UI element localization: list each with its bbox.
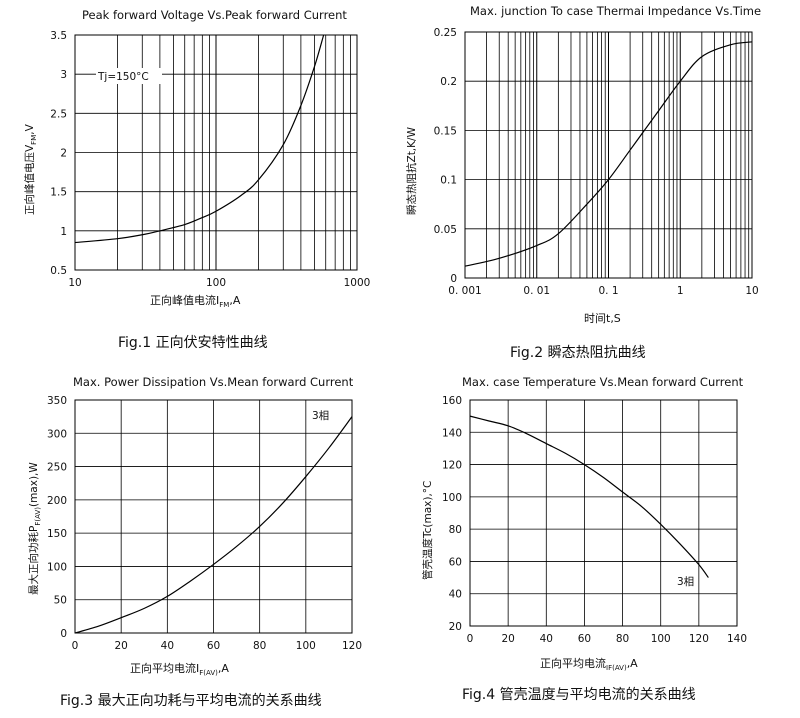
x-tick-label: 100 [206, 277, 226, 289]
fig4-caption: Fig.4 管壳温度与平均电流的关系曲线 [462, 687, 696, 703]
x-tick-label: 120 [342, 640, 362, 652]
fig3-annotation: 3相 [312, 409, 329, 422]
y-tick-label: 1 [60, 226, 67, 238]
series-line [74, 34, 325, 244]
x-tick-label: 0. 001 [448, 285, 481, 297]
x-tick-label: 100 [651, 633, 671, 645]
y-tick-label: 2.5 [50, 108, 67, 120]
fig1-annotation-bg [96, 68, 162, 84]
plot-frame [74, 399, 353, 634]
fig4-annotation: 3相 [677, 575, 694, 588]
y-tick-label: 1.5 [50, 187, 67, 199]
y-tick-label: 0.1 [440, 175, 457, 187]
y-tick-label: 0.05 [434, 224, 457, 236]
x-tick-label: 20 [114, 640, 127, 652]
x-tick-label: 40 [161, 640, 174, 652]
y-tick-label: 350 [47, 395, 67, 407]
y-tick-label: 250 [47, 462, 67, 474]
x-tick-label: 10 [68, 277, 81, 289]
y-tick-label: 0 [450, 273, 457, 285]
fig1-annotation: Tj=150°C [97, 71, 149, 83]
y-tick-label: 2 [60, 148, 67, 160]
x-tick-label: 1 [677, 285, 684, 297]
fig3-caption: Fig.3 最大正向功耗与平均电流的关系曲线 [60, 693, 322, 709]
y-tick-label: 40 [449, 589, 462, 601]
x-tick-label: 80 [616, 633, 629, 645]
x-tick-label: 0 [467, 633, 474, 645]
x-tick-label: 80 [253, 640, 266, 652]
series-line [464, 41, 753, 267]
y-tick-label: 140 [442, 427, 462, 439]
y-tick-label: 0.25 [434, 27, 457, 39]
y-tick-label: 160 [442, 395, 462, 407]
y-tick-label: 120 [442, 460, 462, 472]
fig4-ylabel: 管壳温度Tc(max),°C [422, 480, 434, 580]
x-tick-label: 100 [296, 640, 316, 652]
y-tick-label: 0 [60, 628, 67, 640]
plot-frame [74, 34, 358, 271]
fig1-xlabel: 正向峰值电流IFM,A [150, 294, 241, 310]
x-tick-label: 0 [72, 640, 79, 652]
y-tick-label: 0.15 [434, 125, 457, 137]
fig1-caption: Fig.1 正向伏安特性曲线 [118, 335, 268, 351]
x-tick-label: 0. 1 [598, 285, 618, 297]
fig4-title: Max. case Temperature Vs.Mean forward Cu… [462, 375, 744, 389]
plot-frame [464, 31, 753, 279]
fig1-title: Peak forward Voltage Vs.Peak forward Cur… [82, 8, 347, 22]
series-line [74, 416, 353, 634]
x-tick-label: 10 [745, 285, 758, 297]
fig2-caption: Fig.2 瞬态热阻抗曲线 [510, 345, 646, 361]
y-tick-label: 100 [47, 561, 67, 573]
y-tick-label: 0.5 [50, 265, 67, 277]
fig4-xlabel: 正向平均电流IF(AV),A [540, 657, 638, 673]
x-tick-label: 60 [578, 633, 591, 645]
y-tick-label: 3.5 [50, 30, 67, 42]
x-tick-label: 1000 [344, 277, 371, 289]
y-tick-label: 100 [442, 492, 462, 504]
plot-frame [469, 399, 738, 627]
x-tick-label: 0. 01 [523, 285, 550, 297]
y-tick-label: 0.2 [440, 76, 457, 88]
fig3-title: Max. Power Dissipation Vs.Mean forward C… [73, 375, 354, 389]
y-tick-label: 20 [449, 621, 462, 633]
x-tick-label: 20 [501, 633, 514, 645]
y-tick-label: 200 [47, 495, 67, 507]
y-tick-label: 3 [60, 69, 67, 81]
y-tick-label: 80 [449, 524, 462, 536]
fig2-title: Max. junction To case Thermai Impedance … [470, 4, 762, 18]
fig3-xlabel: 正向平均电流IF(AV),A [130, 662, 229, 678]
y-tick-label: 60 [449, 556, 462, 568]
y-tick-label: 50 [54, 595, 67, 607]
fig2-xlabel: 时间t,S [584, 312, 621, 325]
x-tick-label: 60 [207, 640, 220, 652]
x-tick-label: 140 [727, 633, 747, 645]
series-line [469, 415, 709, 578]
x-tick-label: 120 [689, 633, 709, 645]
x-tick-label: 40 [540, 633, 553, 645]
y-tick-label: 300 [47, 428, 67, 440]
y-tick-label: 150 [47, 528, 67, 540]
